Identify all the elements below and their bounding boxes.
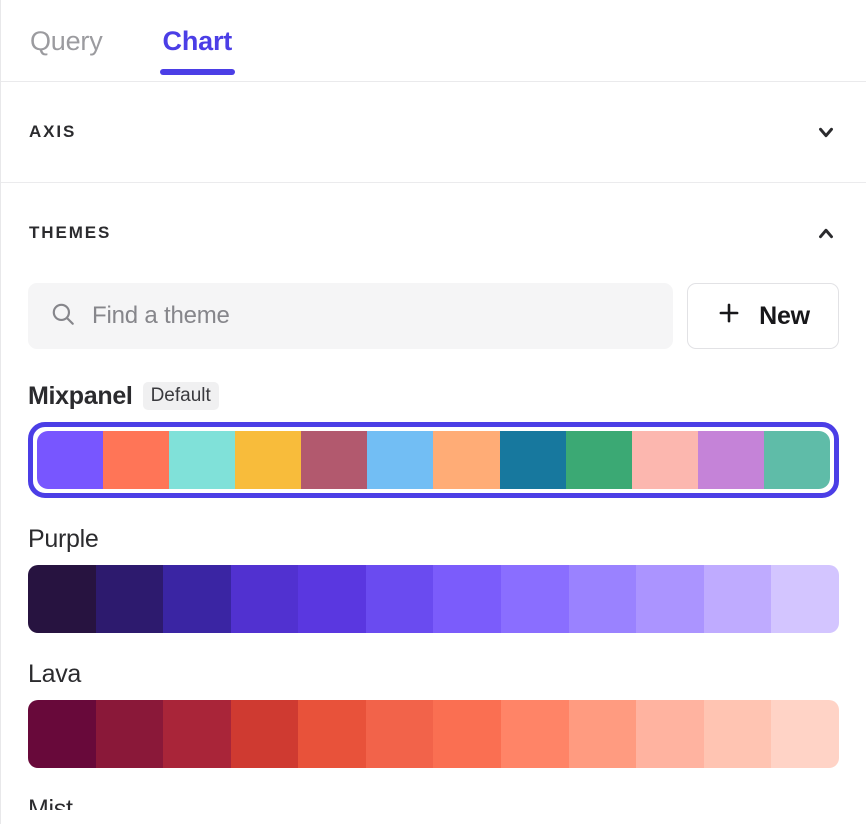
section-axis-title: AXIS [29, 122, 77, 141]
chevron-up-icon[interactable] [813, 220, 839, 246]
swatch-strip [37, 431, 830, 489]
color-swatch [95, 700, 164, 768]
color-swatch [365, 700, 434, 768]
color-swatch [28, 565, 96, 633]
color-swatch [636, 565, 704, 633]
color-swatch [501, 700, 569, 768]
theme-name: Purple [28, 524, 99, 553]
color-swatch [95, 565, 164, 633]
color-swatch [37, 431, 104, 489]
color-swatch [771, 700, 839, 768]
theme-row[interactable]: Mist [21, 792, 846, 811]
color-swatch [163, 565, 231, 633]
default-badge: Default [142, 382, 219, 410]
new-theme-button[interactable]: New [687, 283, 839, 349]
color-swatch [565, 431, 632, 489]
theme-row[interactable]: Purple [21, 522, 846, 633]
section-axis-header[interactable]: AXIS [1, 82, 866, 182]
color-swatch [433, 431, 500, 489]
color-swatch [501, 565, 569, 633]
color-swatch [230, 565, 299, 633]
theme-label: Lava [28, 657, 839, 691]
section-axis: AXIS [1, 82, 866, 183]
theme-swatches-selected[interactable] [28, 422, 839, 498]
color-swatch [230, 700, 299, 768]
new-theme-button-label: New [759, 301, 810, 330]
color-swatch [433, 700, 502, 768]
themes-body: New Mixpanel Default Purple Lava Mist [1, 283, 866, 810]
color-swatch [568, 565, 637, 633]
plus-icon [716, 300, 742, 333]
theme-search-row: New [21, 283, 846, 349]
theme-swatches[interactable] [28, 565, 839, 633]
theme-row[interactable]: Mixpanel Default [21, 379, 846, 498]
section-themes: THEMES New Mixpan [1, 183, 866, 824]
section-themes-header[interactable]: THEMES [1, 183, 866, 283]
search-icon [50, 301, 76, 332]
color-swatch [703, 565, 772, 633]
theme-label: Mist [28, 792, 839, 811]
color-swatch [163, 700, 231, 768]
color-swatch [367, 431, 434, 489]
tab-chart[interactable]: Chart [159, 0, 235, 82]
swatch-strip [28, 565, 839, 633]
theme-name: Mixpanel [28, 381, 133, 410]
color-swatch [298, 565, 366, 633]
chevron-down-icon[interactable] [813, 119, 839, 145]
search-input[interactable] [92, 302, 651, 330]
theme-label: Purple [28, 522, 839, 556]
color-swatch [169, 431, 236, 489]
theme-swatches[interactable] [28, 700, 839, 768]
color-swatch [103, 431, 170, 489]
color-swatch [568, 700, 637, 768]
color-swatch [697, 431, 764, 489]
theme-list: Mixpanel Default Purple Lava Mist [21, 379, 846, 810]
color-swatch [771, 565, 839, 633]
color-swatch [763, 431, 830, 489]
tab-bar: Query Chart [1, 0, 866, 82]
color-swatch [636, 700, 704, 768]
color-swatch [365, 565, 434, 633]
section-themes-title: THEMES [29, 223, 112, 242]
theme-search-box[interactable] [28, 283, 673, 349]
theme-name: Mist [28, 794, 73, 811]
color-swatch [703, 700, 772, 768]
theme-row[interactable]: Lava [21, 657, 846, 768]
color-swatch [433, 565, 502, 633]
color-swatch [235, 431, 302, 489]
swatch-strip [28, 700, 839, 768]
color-swatch [28, 700, 96, 768]
color-swatch [298, 700, 366, 768]
tab-query[interactable]: Query [28, 0, 105, 82]
color-swatch [631, 431, 698, 489]
color-swatch [499, 431, 566, 489]
color-swatch [301, 431, 368, 489]
theme-label: Mixpanel Default [28, 379, 839, 413]
theme-name: Lava [28, 659, 82, 688]
